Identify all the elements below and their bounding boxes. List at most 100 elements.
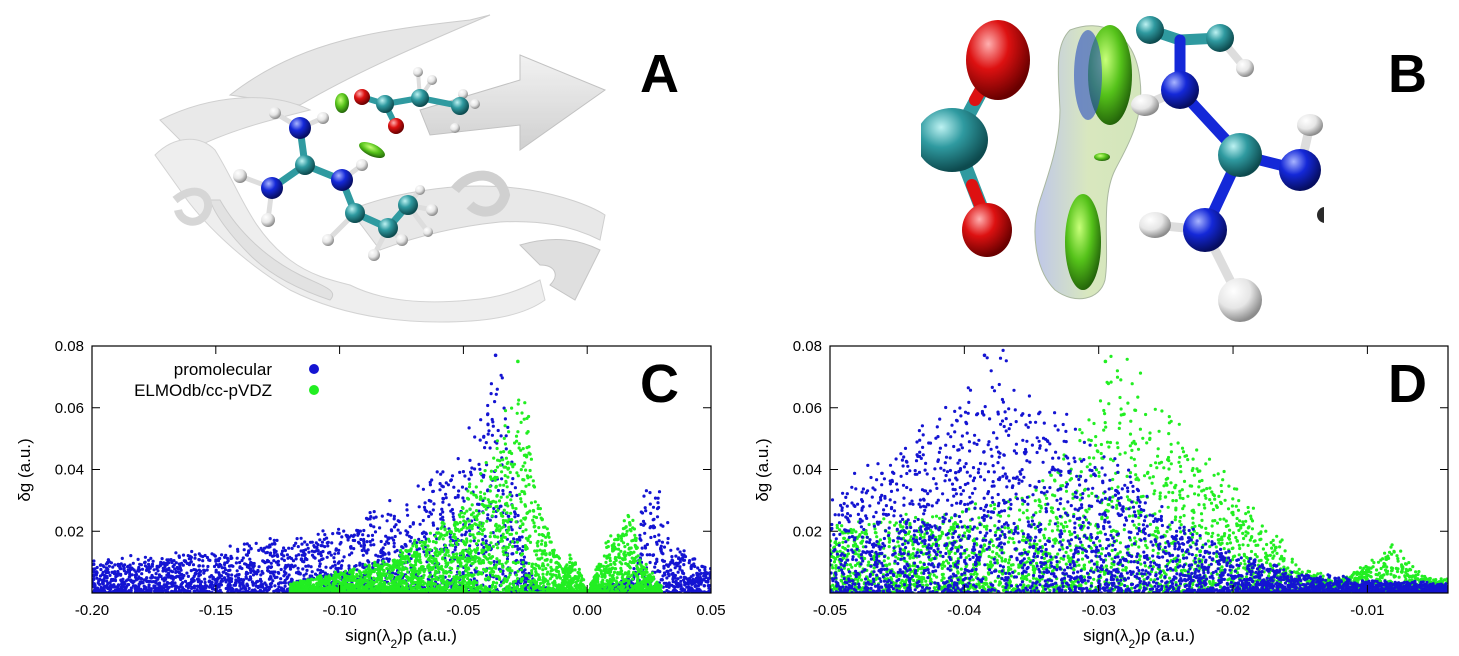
scatter-point-elmodb (468, 507, 472, 511)
scatter-point-promolecular (667, 581, 671, 585)
scatter-point-promolecular (191, 576, 195, 580)
scatter-point-elmodb (565, 563, 569, 567)
scatter-point-promolecular (657, 533, 661, 537)
scatter-point-promolecular (648, 553, 652, 557)
scatter-point-promolecular (192, 586, 196, 590)
scatter-point-promolecular (515, 538, 519, 542)
scatter-point-promolecular (517, 535, 522, 540)
scatter-point-promolecular (150, 564, 154, 568)
scatter-point-elmodb (541, 562, 545, 566)
scatter-point-promolecular (501, 489, 505, 493)
scatter-point-promolecular (312, 544, 316, 548)
scatter-point-promolecular (664, 584, 668, 589)
scatter-point-promolecular (342, 529, 346, 533)
scatter-point-promolecular (661, 524, 665, 528)
scatter-point-promolecular (366, 517, 370, 521)
scatter-point-promolecular (469, 470, 473, 474)
scatter-peak-point-promolecular (493, 353, 498, 358)
scatter-point-promolecular (477, 509, 481, 513)
scatter-point-promolecular (310, 574, 314, 578)
scatter-point-promolecular (336, 551, 340, 555)
scatter-point-promolecular (174, 561, 178, 565)
scatter-point-promolecular (357, 532, 361, 536)
scatter-point-promolecular (326, 540, 330, 545)
scatter-point-promolecular (655, 559, 659, 564)
scatter-point-promolecular (267, 587, 271, 591)
scatter-point-elmodb (631, 518, 635, 523)
scatter-point-promolecular (225, 556, 229, 560)
scatter-point-promolecular (280, 549, 285, 553)
scatter-point-promolecular (696, 576, 700, 580)
panel-a-label: A (640, 44, 679, 104)
scatter-point-elmodb (489, 541, 493, 545)
scatter-point-promolecular (441, 500, 445, 504)
scatter-point-elmodb (469, 491, 473, 495)
scatter-point-promolecular (511, 477, 515, 481)
scatter-point-promolecular (392, 517, 396, 521)
scatter-point-promolecular (704, 575, 708, 580)
scatter-point-promolecular (180, 586, 185, 590)
scatter-point-elmodb (622, 519, 626, 523)
scatter-point-promolecular (129, 588, 133, 593)
scatter-point-promolecular (504, 434, 508, 438)
scatter-point-elmodb (543, 541, 548, 545)
scatter-point-elmodb (495, 542, 499, 547)
scatter-point-elmodb (577, 567, 581, 572)
scatter-point-promolecular (388, 499, 392, 503)
scatter-point-promolecular (695, 587, 699, 591)
scatter-point-elmodb (487, 553, 491, 557)
scatter-point-promolecular (427, 514, 431, 519)
scatter-point-promolecular (321, 529, 325, 533)
scatter-point-promolecular (273, 550, 277, 554)
scatter-point-promolecular (417, 547, 421, 551)
scatter-point-promolecular (319, 544, 323, 548)
scatter-point-elmodb (518, 524, 523, 529)
scatter-point-promolecular (336, 531, 340, 535)
scatter-point-elmodb (400, 553, 404, 558)
scatter-point-promolecular (699, 571, 704, 575)
scatter-point-promolecular (177, 554, 181, 558)
scatter-point-elmodb (461, 515, 465, 519)
scatter-point-promolecular (268, 551, 273, 555)
scatter-point-promolecular (306, 546, 310, 550)
scatter-point-promolecular (493, 400, 497, 404)
scatter-point-promolecular (273, 570, 277, 574)
scatter-point-promolecular (467, 477, 471, 481)
scatter-point-elmodb (510, 503, 514, 507)
scatter-point-elmodb (600, 581, 605, 585)
scatter-point-promolecular (160, 577, 164, 581)
scatter-point-promolecular (170, 580, 175, 584)
scatter-point-promolecular (182, 573, 186, 578)
scatter-point-promolecular (679, 575, 683, 579)
scatter-point-elmodb (418, 555, 422, 559)
scatter-point-promolecular (111, 590, 115, 593)
scatter-point-elmodb (503, 442, 507, 446)
scatter-point-promolecular (140, 577, 144, 581)
scatter-point-promolecular (674, 561, 678, 565)
panel-c-points (92, 353, 711, 593)
scatter-point-promolecular (499, 373, 503, 377)
scatter-point-promolecular (435, 470, 439, 474)
scatter-point-promolecular (482, 434, 486, 438)
scatter-point-promolecular (678, 567, 682, 571)
scatter-point-promolecular (665, 576, 669, 580)
scatter-point-promolecular (265, 545, 269, 549)
scatter-point-promolecular (262, 546, 267, 550)
scatter-point-elmodb (524, 516, 528, 520)
scatter-point-promolecular (383, 552, 387, 556)
scatter-point-elmodb (504, 545, 508, 549)
panel-a-molecular-render: A (154, 14, 679, 323)
scatter-point-promolecular (339, 540, 343, 545)
scatter-point-promolecular (169, 576, 174, 580)
scatter-point-promolecular (651, 553, 656, 557)
scatter-point-elmodb (546, 579, 550, 583)
scatter-point-promolecular (107, 590, 111, 593)
scatter-point-promolecular (179, 583, 183, 587)
scatter-point-promolecular (171, 564, 175, 569)
scatter-point-promolecular (698, 578, 703, 582)
scatter-point-promolecular (304, 572, 308, 576)
scatter-point-elmodb (426, 566, 430, 570)
scatter-point-elmodb (457, 580, 461, 584)
scatter-point-promolecular (232, 583, 236, 587)
scatter-point-elmodb (516, 474, 520, 478)
